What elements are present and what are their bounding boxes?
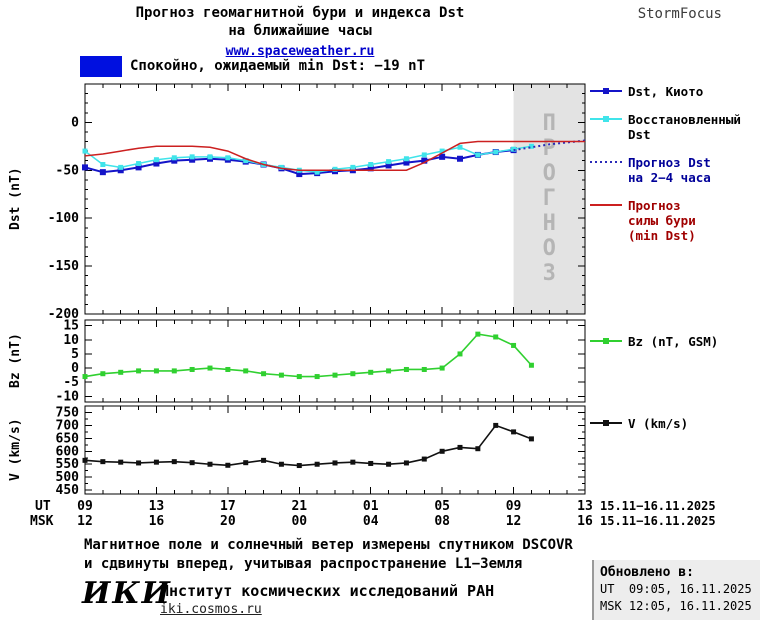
title-line-1: Прогноз геомагнитной бури и индекса Dst: [135, 5, 465, 21]
svg-text:MSK: MSK: [30, 514, 54, 529]
svg-text:13: 13: [577, 499, 593, 514]
svg-text:15.11−16.11.2025: 15.11−16.11.2025: [600, 499, 716, 513]
svg-text:О: О: [543, 161, 556, 186]
legend-v-panel: V (km/s): [590, 416, 758, 431]
svg-text:15: 15: [63, 319, 79, 334]
svg-text:09: 09: [77, 499, 93, 514]
svg-text:UT: UT: [35, 499, 51, 514]
svg-text:12: 12: [506, 514, 522, 529]
updated-label: Обновлено в:: [600, 565, 694, 580]
svg-text:-100: -100: [48, 211, 79, 226]
institute-name: Институт космических исследований РАН: [160, 582, 495, 600]
svg-text:600: 600: [56, 444, 80, 459]
svg-text:13: 13: [149, 499, 165, 514]
status-swatch: [80, 56, 122, 77]
legend-item-forecast-dst: Прогноз Dst на 2−4 часа: [590, 155, 758, 185]
v-marker: [590, 417, 622, 429]
legend-label-dst-kyoto: Dst, Киото: [628, 84, 704, 99]
legend-label-v: V (km/s): [628, 416, 689, 431]
y-axis-label-v: V (km/s): [8, 418, 23, 482]
legend-item-dst-kyoto: Dst, Киото: [590, 84, 758, 99]
updated-ut: UT 09:05, 16.11.2025: [600, 582, 752, 596]
bz-marker: [590, 335, 622, 347]
svg-text:10: 10: [63, 333, 79, 348]
measurement-note: Магнитное поле и солнечный ветер измерен…: [84, 536, 573, 574]
legend-label-restored-dst: Восстановленный Dst: [628, 112, 741, 142]
svg-text:550: 550: [56, 457, 80, 472]
legend-item-restored-dst: Восстановленный Dst: [590, 112, 758, 142]
svg-text:00: 00: [291, 514, 307, 529]
svg-text:-50: -50: [56, 163, 80, 178]
svg-text:08: 08: [434, 514, 450, 529]
legend-bz-panel: Bz (nT, GSM): [590, 334, 758, 349]
svg-text:09: 09: [506, 499, 522, 514]
svg-text:Н: Н: [543, 211, 556, 236]
dst-kyoto-marker: [590, 85, 622, 97]
storm-forecast-marker: [590, 199, 622, 211]
svg-text:16: 16: [577, 514, 593, 529]
svg-text:О: О: [543, 236, 556, 261]
y-axis-label-dst: Dst (nT): [8, 167, 23, 231]
svg-text:500: 500: [56, 470, 80, 485]
legend-item-storm-forecast: Прогноз силы бури (min Dst): [590, 198, 758, 243]
svg-text:-200: -200: [48, 307, 79, 322]
svg-text:04: 04: [363, 514, 379, 529]
svg-text:-150: -150: [48, 259, 79, 274]
svg-text:-10: -10: [56, 389, 80, 404]
legend-item-v: V (km/s): [590, 416, 758, 431]
status-label: Спокойно, ожидаемый min Dst: −19 nT: [130, 58, 426, 74]
svg-text:12: 12: [77, 514, 93, 529]
svg-text:15.11−16.11.2025: 15.11−16.11.2025: [600, 514, 716, 528]
updated-msk: MSK 12:05, 16.11.2025: [600, 599, 752, 613]
legend-dst-panel: Dst, Киото Восстановленный Dst Прогноз D…: [590, 84, 758, 243]
y-axis-label-bz: Bz (nT): [8, 333, 23, 389]
forecast-dst-marker: [590, 156, 622, 168]
svg-text:Г: Г: [543, 186, 556, 211]
svg-text:З: З: [543, 261, 556, 286]
spaceweather-link[interactable]: www.spaceweather.ru: [225, 44, 375, 59]
svg-text:21: 21: [291, 499, 307, 514]
title-line-2: на ближайшие часы: [228, 23, 372, 39]
legend-item-bz: Bz (nT, GSM): [590, 334, 758, 349]
svg-text:Р: Р: [543, 136, 556, 161]
legend-label-storm-forecast: Прогноз силы бури (min Dst): [628, 198, 696, 243]
page-title: Прогноз геомагнитной бури и индекса Dst …: [20, 4, 580, 59]
iki-site-link[interactable]: iki.cosmos.ru: [160, 602, 262, 617]
stormfocus-logo: StormFocus: [637, 6, 722, 22]
svg-text:0: 0: [71, 115, 79, 130]
restored-dst-marker: [590, 113, 622, 125]
svg-text:750: 750: [56, 405, 80, 420]
measurement-note-line-2: и сдвинуты вперед, учитывая распростране…: [84, 556, 523, 572]
svg-text:450: 450: [56, 483, 80, 498]
measurement-note-line-1: Магнитное поле и солнечный ветер измерен…: [84, 537, 573, 553]
svg-text:20: 20: [220, 514, 236, 529]
legend-label-forecast-dst: Прогноз Dst на 2−4 часа: [628, 155, 711, 185]
svg-text:П: П: [543, 111, 556, 136]
svg-text:700: 700: [56, 418, 80, 433]
svg-text:05: 05: [434, 499, 450, 514]
x-axis-labels: UTMSK0912131617202100010405080912131615.…: [30, 499, 716, 529]
svg-text:5: 5: [71, 347, 79, 362]
svg-text:01: 01: [363, 499, 379, 514]
svg-text:17: 17: [220, 499, 236, 514]
updated-block: Обновлено в: UT 09:05, 16.11.2025 MSK 12…: [592, 560, 760, 620]
legend-label-bz: Bz (nT, GSM): [628, 334, 719, 349]
svg-text:-5: -5: [63, 375, 79, 390]
svg-text:16: 16: [149, 514, 165, 529]
svg-text:650: 650: [56, 431, 80, 446]
svg-text:0: 0: [71, 361, 79, 376]
iki-logo: ИКИ: [82, 576, 172, 611]
